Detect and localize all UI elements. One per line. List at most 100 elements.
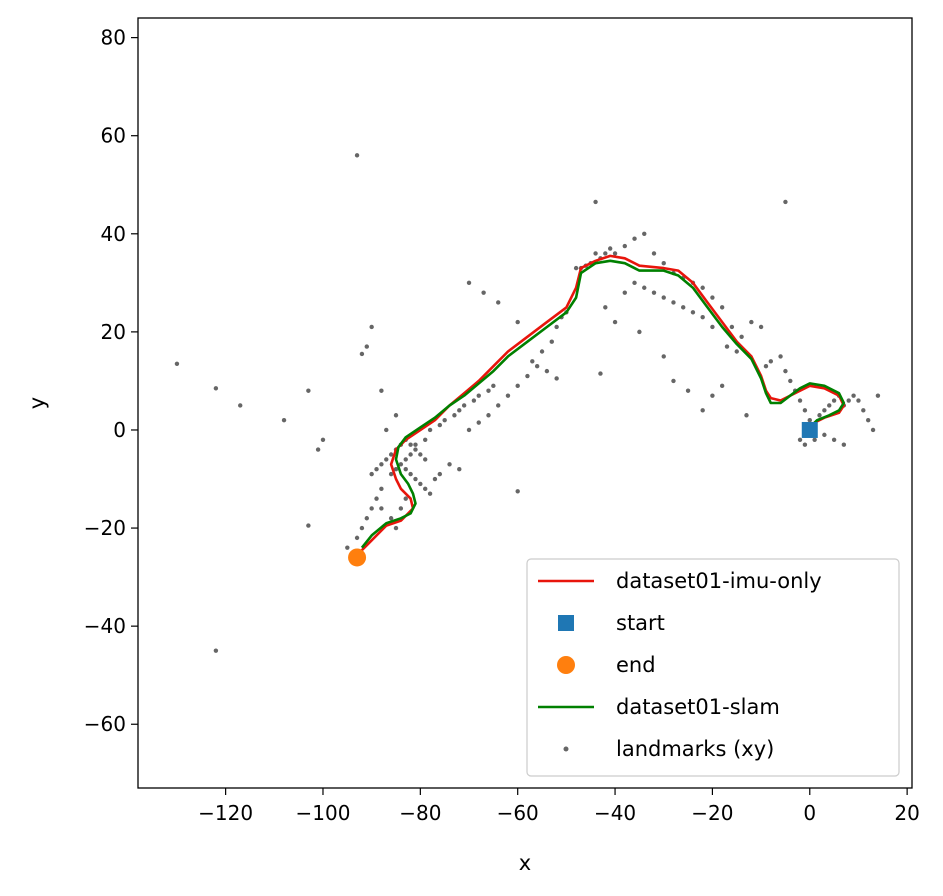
landmark-point-36	[530, 359, 535, 364]
landmark-point-40	[466, 280, 472, 286]
landmark-point-128	[432, 476, 438, 482]
x-tick-label: −20	[691, 801, 733, 825]
start-marker	[801, 421, 818, 438]
landmark-point-86	[865, 417, 871, 423]
landmark-point-5	[238, 403, 243, 408]
landmark-point-132	[413, 447, 418, 452]
legend-end-label: end	[616, 653, 656, 677]
landmark-point-72	[797, 398, 803, 403]
landmark-point-162	[471, 398, 477, 403]
landmark-point-146	[359, 525, 365, 531]
legend-landmarks-xy-label: landmarks (xy)	[616, 737, 774, 761]
landmark-point-111	[700, 314, 705, 320]
landmark-point-2	[783, 199, 788, 205]
landmark-point-89	[797, 437, 803, 442]
landmark-point-150	[388, 516, 394, 521]
landmark-point-52	[632, 236, 637, 241]
landmark-point-137	[388, 452, 394, 457]
landmark-point-102	[603, 305, 608, 310]
landmark-point-98	[671, 378, 676, 384]
landmark-point-74	[807, 417, 812, 423]
y-axis-label: y	[25, 397, 49, 409]
landmark-point-23	[486, 413, 491, 418]
end-marker	[348, 548, 367, 567]
landmark-point-22	[476, 420, 481, 425]
landmark-point-144	[369, 506, 374, 511]
landmark-point-103	[622, 290, 627, 295]
landmark-point-161	[461, 403, 467, 408]
landmark-point-158	[442, 417, 447, 423]
landmark-point-130	[423, 457, 428, 462]
landmark-point-26	[515, 383, 520, 389]
landmark-point-61	[719, 305, 725, 310]
landmark-point-65	[758, 324, 764, 330]
landmark-point-17	[393, 413, 399, 418]
landmark-point-66	[763, 364, 769, 369]
landmark-point-114	[734, 349, 739, 354]
landmark-point-76	[817, 413, 822, 418]
landmark-point-159	[452, 413, 457, 418]
landmark-point-42	[573, 265, 579, 271]
landmark-point-143	[374, 496, 379, 501]
landmark-point-96	[710, 393, 715, 398]
x-tick-label: −60	[497, 801, 539, 825]
landmark-point-55	[661, 261, 666, 266]
landmark-point-145	[364, 516, 369, 521]
x-tick-label: 20	[894, 801, 919, 825]
legend: dataset01-imu-only start end dataset01-slam…	[526, 558, 900, 777]
landmark-point-1	[593, 199, 598, 205]
landmark-point-126	[423, 486, 428, 492]
y-axis: −60 −40 −20 0 20 40 60 80	[84, 26, 138, 736]
landmark-point-18	[384, 427, 389, 433]
landmark-point-6	[281, 417, 287, 423]
landmark-point-154	[413, 442, 418, 447]
landmark-point-129	[437, 471, 443, 477]
legend-start-label: start	[616, 611, 665, 635]
x-axis: −120 −100 −80 −60 −40 −20 0 20	[198, 788, 920, 825]
landmark-point-131	[418, 452, 423, 457]
landmark-point-10	[306, 523, 311, 528]
legend-dataset01-imu-only-label: dataset01-imu-only	[616, 569, 822, 593]
landmark-point-116	[700, 408, 705, 413]
landmark-point-37	[515, 319, 520, 325]
y-tick-label: 0	[113, 418, 126, 442]
landmark-point-108	[671, 300, 676, 305]
landmark-point-110	[690, 310, 696, 315]
legend-end-symbol	[557, 656, 575, 674]
landmark-point-41	[598, 371, 603, 376]
landmark-point-157	[437, 422, 443, 428]
legend-landmarks-xy-symbol	[563, 746, 569, 752]
y-tick-label: −60	[84, 712, 126, 736]
landmark-point-85	[861, 408, 866, 413]
landmark-point-91	[812, 437, 817, 442]
landmark-point-92	[822, 432, 827, 438]
landmark-point-125	[418, 481, 423, 487]
x-tick-label: −120	[198, 801, 253, 825]
landmark-point-119	[398, 462, 404, 467]
landmark-point-142	[379, 486, 384, 492]
landmark-point-121	[388, 471, 394, 477]
landmark-point-4	[213, 386, 219, 391]
landmark-point-29	[539, 349, 545, 354]
landmark-point-112	[710, 324, 715, 330]
y-tick-label: 80	[101, 26, 126, 50]
landmark-point-21	[466, 427, 472, 433]
landmark-point-105	[642, 285, 647, 290]
landmark-point-106	[651, 290, 657, 295]
landmark-point-104	[632, 280, 637, 286]
landmark-point-27	[525, 373, 530, 379]
landmark-point-59	[700, 285, 705, 290]
landmark-point-48	[603, 251, 608, 256]
landmark-point-149	[379, 506, 384, 511]
landmark-point-164	[486, 388, 491, 393]
landmark-point-99	[661, 354, 666, 359]
landmark-point-51	[622, 243, 627, 249]
landmark-point-124	[413, 476, 418, 482]
landmark-point-13	[369, 324, 374, 330]
landmark-point-20	[457, 467, 462, 472]
landmark-point-14	[359, 351, 365, 357]
x-axis-label: x	[519, 851, 531, 875]
landmark-point-12	[515, 489, 520, 494]
landmark-point-7	[306, 388, 311, 393]
landmark-point-30	[549, 339, 554, 344]
